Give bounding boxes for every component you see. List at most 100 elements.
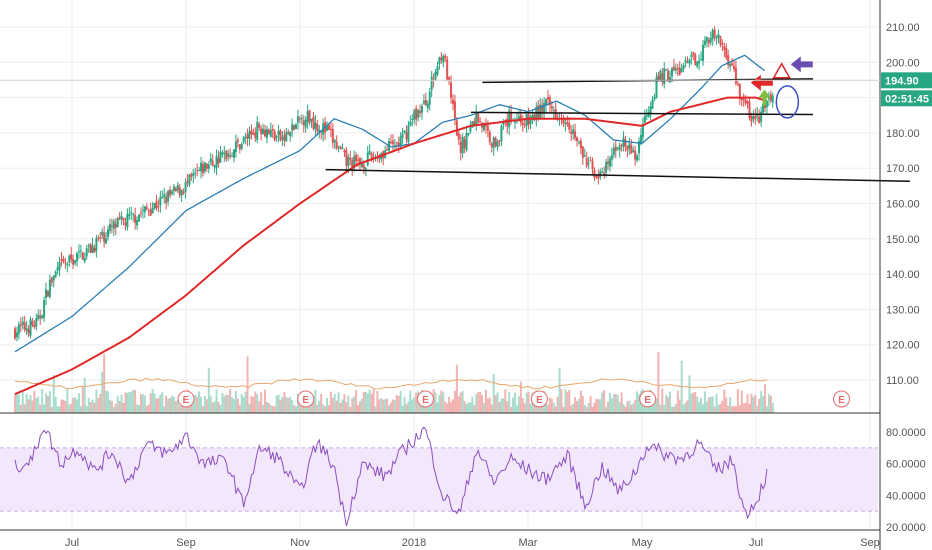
candle-body	[265, 129, 268, 138]
candle-body	[360, 163, 363, 168]
volume-bar	[85, 405, 88, 413]
candle-body	[207, 164, 210, 169]
candle-body	[608, 158, 611, 167]
candle-body	[401, 133, 404, 138]
volume-bar	[748, 403, 751, 413]
volume-bar	[558, 368, 561, 413]
volume-bar	[564, 389, 567, 413]
volume-bar	[132, 389, 135, 413]
candle-body	[765, 101, 768, 108]
volume-bar	[415, 392, 418, 413]
volume-bar	[546, 404, 549, 413]
volume-bar	[496, 392, 499, 413]
candle-body	[676, 67, 679, 70]
volume-bar	[591, 406, 594, 413]
volume-bar	[126, 392, 129, 413]
volume-bar	[446, 403, 449, 413]
volume-bar	[688, 375, 691, 413]
volume-bar	[215, 389, 218, 413]
volume-bar	[426, 406, 429, 413]
volume-bar	[444, 401, 447, 413]
volume-bar	[570, 405, 573, 413]
volume-bar	[709, 396, 712, 413]
candle-body	[661, 73, 664, 82]
volume-bar	[403, 396, 406, 413]
candle-body	[25, 328, 28, 331]
volume-bar	[52, 375, 55, 413]
volume-bar	[684, 402, 687, 413]
volume-bar	[736, 389, 739, 413]
volume-bar	[83, 377, 86, 413]
candle-body	[295, 124, 298, 129]
candle-body	[267, 129, 270, 135]
candle-body	[649, 106, 652, 114]
volume-bar	[93, 402, 96, 413]
volume-bar	[45, 393, 48, 413]
candle-body	[760, 111, 763, 122]
annotation-arrow	[750, 74, 773, 91]
volume-bar	[165, 395, 168, 413]
volume-bar	[283, 392, 286, 413]
volume-bar	[411, 399, 414, 413]
volume-bar	[246, 356, 249, 413]
volume-bar	[740, 390, 743, 413]
candle-body	[634, 150, 637, 160]
time-tick-label: Nov	[290, 537, 310, 549]
candle-body	[669, 77, 672, 82]
candle-body	[670, 68, 673, 77]
price-tick-label: 200.00	[886, 57, 920, 69]
price-tick-label: 170.00	[886, 163, 920, 175]
candle-body	[87, 244, 90, 246]
candle-body	[41, 315, 44, 319]
candle-body	[674, 68, 677, 71]
candle-body	[229, 154, 232, 157]
candle-body	[405, 132, 408, 140]
candle-body	[562, 118, 565, 124]
volume-bar	[723, 389, 726, 413]
volume-bar	[442, 392, 445, 413]
volume-bar	[27, 399, 30, 413]
candle-body	[463, 139, 466, 148]
candle-body	[289, 131, 292, 137]
volume-bar	[729, 396, 732, 413]
candle-body	[66, 264, 69, 266]
candle-body	[496, 141, 499, 148]
volume-bar	[147, 404, 150, 413]
volume-bar	[87, 397, 90, 413]
volume-bar	[116, 395, 119, 413]
candle-body	[76, 253, 79, 262]
candle-body	[39, 315, 42, 319]
volume-bar	[556, 396, 559, 413]
candle-body	[477, 113, 480, 123]
candle-body	[273, 131, 276, 141]
trendline	[470, 111, 814, 116]
volume-bar	[490, 404, 493, 413]
candle-body	[68, 255, 71, 262]
annotation-ellipse	[775, 85, 800, 119]
candle-body	[79, 250, 82, 252]
volume-bar	[705, 401, 708, 413]
volume-bar	[225, 394, 228, 413]
volume-bar	[219, 404, 222, 413]
candle-body	[215, 155, 218, 169]
volume-bar	[756, 405, 759, 413]
candle-body	[186, 180, 189, 183]
candle-body	[329, 128, 332, 130]
volume-bar	[636, 391, 639, 413]
candle-body	[312, 116, 315, 129]
volume-bar	[145, 405, 148, 413]
price-badge	[881, 90, 932, 107]
volume-bar	[279, 399, 282, 413]
volume-bar	[603, 390, 606, 413]
volume-bar	[614, 394, 617, 413]
volume-bar	[643, 403, 646, 413]
volume-bar	[159, 394, 162, 413]
candle-body	[252, 132, 255, 135]
candle-body	[535, 107, 538, 121]
candle-body	[738, 83, 741, 99]
volume-bar	[682, 404, 685, 413]
candle-body	[442, 55, 445, 63]
volume-bar	[200, 396, 203, 413]
candle-body	[680, 68, 683, 73]
